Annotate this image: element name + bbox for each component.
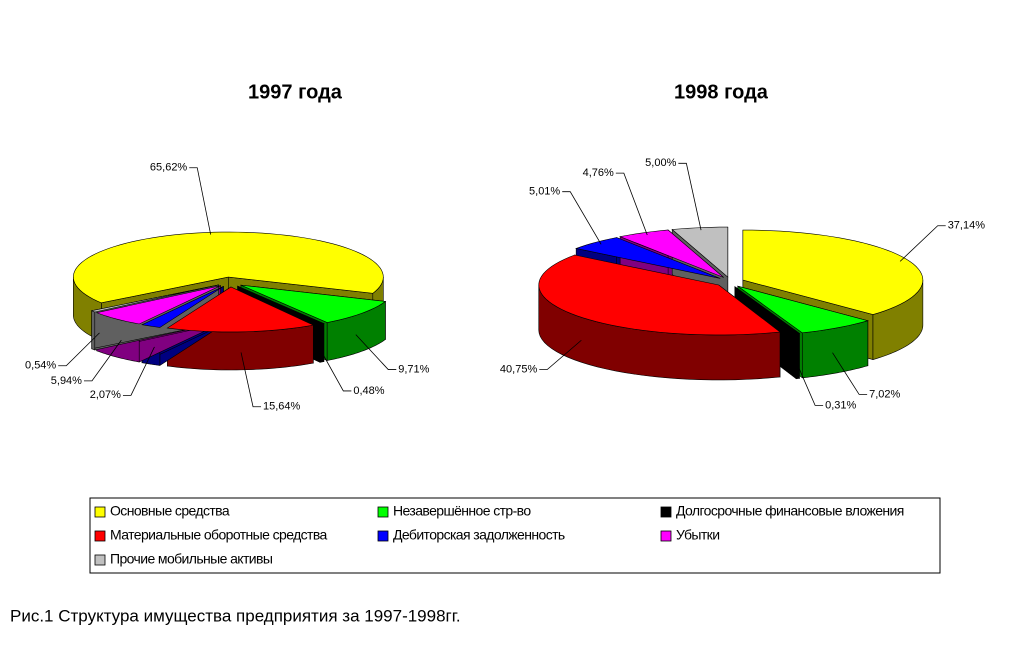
legend-swatch bbox=[377, 506, 389, 518]
chart-title: 1997 года bbox=[248, 81, 343, 103]
leader-line bbox=[562, 191, 602, 245]
legend-label: Долгосрочные финансовые вложения bbox=[676, 503, 904, 519]
data-label: 5,01% bbox=[529, 186, 560, 198]
slice bbox=[538, 254, 781, 336]
data-label: 2,07% bbox=[90, 389, 121, 401]
legend-swatch bbox=[94, 530, 106, 542]
slice bbox=[240, 284, 387, 323]
data-label: 4,76% bbox=[583, 167, 614, 179]
data-label: 0,31% bbox=[825, 399, 856, 411]
legend-label: Незавершённое стр-во bbox=[393, 503, 531, 519]
data-label: 0,54% bbox=[25, 360, 56, 372]
leader-line bbox=[83, 339, 122, 382]
slice bbox=[141, 286, 224, 328]
leader-line bbox=[615, 172, 648, 236]
data-label: 7,02% bbox=[869, 388, 900, 400]
slice bbox=[619, 229, 724, 278]
data-label: 0,48% bbox=[353, 385, 384, 397]
data-label: 5,94% bbox=[51, 375, 82, 387]
leader-line bbox=[240, 352, 262, 408]
legend-label: Материальные оборотные средства bbox=[110, 527, 328, 543]
legend-swatch bbox=[94, 506, 106, 518]
pie-tops bbox=[73, 231, 387, 333]
pie-tops bbox=[538, 226, 924, 336]
slice bbox=[575, 237, 721, 279]
slice-wall bbox=[795, 333, 800, 380]
legend-swatch bbox=[660, 506, 672, 518]
leader-line bbox=[794, 358, 824, 406]
data-label: 15,64% bbox=[263, 401, 301, 413]
slice bbox=[737, 285, 869, 334]
slice bbox=[90, 284, 219, 313]
data-label: 40,75% bbox=[500, 363, 538, 375]
leader-line bbox=[899, 225, 946, 262]
legend-label: Основные средства bbox=[110, 503, 230, 519]
slice bbox=[73, 231, 384, 304]
legend-swatch bbox=[377, 530, 389, 542]
data-label: 65,62% bbox=[150, 162, 188, 174]
slice bbox=[742, 229, 924, 315]
caption: Рис.1 Структура имущества предприятия за… bbox=[10, 606, 461, 625]
chart-title: 1998 года bbox=[674, 81, 769, 103]
leader-line bbox=[189, 167, 212, 235]
slice bbox=[671, 226, 729, 278]
leader-line bbox=[355, 334, 397, 370]
slice bbox=[166, 286, 315, 333]
slice bbox=[237, 285, 325, 325]
leader-line bbox=[539, 339, 582, 370]
data-label: 37,14% bbox=[948, 220, 986, 232]
leader-line bbox=[317, 344, 352, 392]
leader-line bbox=[58, 332, 100, 367]
legend-swatch bbox=[94, 554, 106, 566]
legend-label: Убытки bbox=[676, 527, 719, 543]
slice bbox=[734, 286, 801, 335]
leader-line bbox=[832, 352, 868, 395]
legend-box bbox=[89, 497, 941, 574]
legend-label: Дебиторская задолженность bbox=[393, 527, 565, 543]
data-label: 5,00% bbox=[645, 157, 676, 169]
legend-swatch bbox=[660, 530, 672, 542]
leader-line bbox=[122, 346, 155, 396]
leader-line bbox=[678, 162, 702, 231]
slice bbox=[95, 285, 221, 325]
legend-label: Прочие мобильные активы bbox=[110, 551, 273, 567]
slice-wall bbox=[319, 323, 325, 363]
data-label: 9,71% bbox=[398, 363, 429, 375]
slice-wall bbox=[91, 310, 96, 351]
